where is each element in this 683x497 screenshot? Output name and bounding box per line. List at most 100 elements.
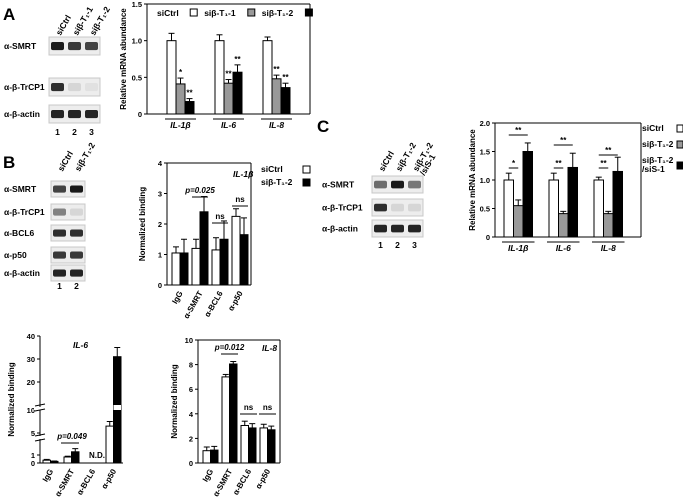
bar-C-mrna-s1 — [513, 205, 524, 238]
y-axis-label: Normalized binding — [170, 364, 179, 438]
blot-band — [68, 83, 81, 92]
lane-label: siCtrl — [56, 149, 76, 173]
bar-A-mrna-s1 — [175, 83, 186, 115]
bar-B-il8-s0 — [202, 450, 211, 464]
axis-break-mark — [34, 438, 46, 442]
blot-row-label: α-β-TrCP1 — [4, 82, 45, 92]
significance-mark: ** — [273, 65, 280, 74]
legend-swatch — [676, 124, 683, 133]
blot-band — [374, 203, 387, 212]
bar-B-il8-s0 — [240, 424, 249, 464]
significance-text: ns — [215, 212, 225, 221]
blot-band — [408, 180, 421, 189]
bar-A-mrna-s2 — [232, 71, 243, 115]
significance-text: p=0.025 — [184, 186, 215, 195]
legend-label: siβ-T₁-2 — [642, 139, 674, 149]
blot-band — [68, 42, 81, 51]
significance-mark: * — [512, 159, 516, 168]
blot-band — [85, 42, 98, 51]
category-label: α-BCL6 — [231, 467, 253, 497]
legend-swatch — [676, 140, 683, 149]
significance-text: p=0.012 — [214, 343, 245, 352]
axis-break-gap — [30, 436, 44, 439]
bar-C-mrna-s0 — [548, 179, 559, 238]
significance-text: ns — [263, 403, 273, 412]
blot-band — [70, 208, 83, 216]
bar-B-il8-s1 — [229, 363, 238, 464]
y-axis-label: Relative mRNA abundance — [119, 8, 128, 110]
blot-band — [374, 224, 387, 233]
bar-B-il1b-s0 — [211, 249, 221, 286]
bar-A-mrna-s2 — [280, 87, 291, 115]
axis-break-mark — [34, 433, 46, 437]
blot-band — [85, 110, 98, 119]
significance-mark: ** — [600, 159, 607, 168]
bar-B-il6-s0 — [42, 459, 51, 464]
blot-band — [53, 229, 66, 237]
blot-band — [408, 203, 421, 212]
legend-swatch — [676, 161, 683, 170]
chart-title: IL-1β — [233, 169, 253, 179]
blot-row-label: α-p50 — [4, 250, 27, 260]
blot-row-label: α-SMRT — [4, 41, 37, 51]
category-label: IgG — [41, 468, 55, 484]
y-tick-label: 10 — [185, 336, 193, 345]
bar-A-mrna-s0 — [214, 40, 225, 115]
y-tick-label: 1.5 — [132, 0, 142, 9]
lane-label: siCtrl — [54, 13, 74, 37]
blot-row-label: α-BCL6 — [4, 228, 35, 238]
axis-break-mark — [34, 403, 46, 407]
blot-band — [85, 83, 98, 92]
y-tick-label: 1.5 — [480, 148, 490, 157]
blot-strip — [50, 246, 86, 264]
y-tick-label: 0 — [158, 281, 162, 290]
y-tick-label: 0 — [486, 233, 490, 242]
category-label: α-p50 — [254, 467, 273, 490]
blot-band — [70, 185, 83, 193]
blot-band — [374, 180, 387, 189]
category-label: α-BCL6 — [203, 289, 225, 319]
lane-number: 2 — [72, 127, 77, 137]
bar-B-il8-s1 — [267, 429, 276, 464]
category-label: α-BCL6 — [75, 467, 97, 497]
y-tick-label: 0 — [189, 459, 193, 468]
bar-A-mrna-s2 — [184, 101, 195, 115]
chart-title: IL-6 — [73, 340, 88, 350]
significance-mark: ** — [555, 159, 562, 168]
bar-A-mrna-s1 — [223, 82, 234, 115]
lane-number: 2 — [395, 240, 400, 250]
y-tick-label: 30 — [27, 355, 35, 364]
category-label: IL-6 — [221, 120, 236, 130]
panel-label-a: A — [3, 5, 15, 24]
blot-row-label: α-SMRT — [322, 180, 355, 190]
legend-label: siCtrl — [157, 8, 179, 18]
significance-mark: ** — [560, 136, 567, 145]
significance-mark: ** — [186, 89, 193, 98]
blot-band — [51, 83, 64, 92]
legend-swatch — [302, 165, 311, 174]
bar-C-mrna-s1 — [558, 213, 569, 238]
lane-number: 3 — [412, 240, 417, 250]
legend-swatch — [304, 8, 313, 17]
nd-label: N.D. — [89, 451, 105, 460]
y-tick-label: 6 — [189, 385, 193, 394]
legend-swatch — [247, 8, 256, 17]
significance-mark: ** — [605, 146, 612, 155]
y-tick-label: 1.0 — [480, 176, 490, 185]
y-tick-label: 2.0 — [480, 119, 490, 128]
significance-text: p=0.049 — [56, 432, 87, 441]
category-label: IL-1β — [170, 120, 190, 130]
category-label: IL-8 — [269, 120, 284, 130]
legend-label: siβ-T₁-2 — [262, 8, 294, 18]
panel-label-b: B — [3, 153, 15, 172]
category-label: α-p50 — [100, 467, 119, 490]
blot-band — [51, 110, 64, 119]
y-tick-label: 40 — [27, 332, 35, 341]
y-tick-label: 0.5 — [480, 205, 490, 214]
y-tick-label: 8 — [189, 361, 193, 370]
bar-C-mrna-s2 — [612, 170, 623, 238]
bar-B-il1b-s1 — [219, 238, 229, 286]
bar-A-mrna-s0 — [262, 40, 273, 115]
category-label: IgG — [201, 468, 215, 484]
bar-break-gap — [113, 405, 121, 410]
